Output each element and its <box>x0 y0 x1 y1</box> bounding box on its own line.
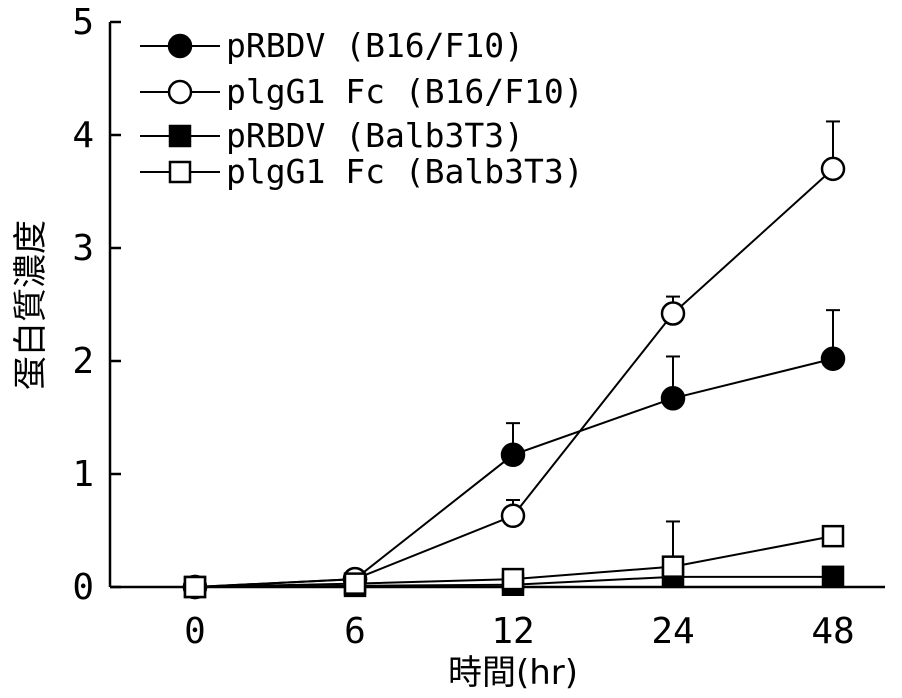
y-tick-label: 0 <box>72 567 94 608</box>
data-point <box>821 524 845 548</box>
x-tick-label: 12 <box>491 611 534 652</box>
data-point <box>661 555 685 578</box>
legend-marker <box>168 124 192 148</box>
legend-marker <box>167 33 193 59</box>
legend-item: pRBDV (B16/F10) <box>140 26 524 65</box>
data-point <box>183 575 207 599</box>
data-point <box>660 386 686 411</box>
data-point <box>660 301 686 326</box>
x-tick-label: 0 <box>184 611 206 652</box>
y-axis-title: 蛋白質濃度 <box>11 220 51 390</box>
y-tick-label: 3 <box>72 228 94 269</box>
legend-label: pRBDV (B16/F10) <box>226 26 524 65</box>
data-point <box>500 442 526 468</box>
x-tick-label: 6 <box>344 611 366 652</box>
data-point <box>343 572 367 595</box>
y-tick-label: 4 <box>72 115 94 156</box>
series-4-markers <box>183 524 845 599</box>
y-tick-label: 5 <box>72 2 94 43</box>
series-2-markers <box>182 156 846 600</box>
legend: pRBDV (B16/F10) plgG1 Fc (B16/F10) pRBDV (… <box>140 26 584 191</box>
y-tick-label: 1 <box>72 454 94 495</box>
legend-marker <box>168 160 192 184</box>
legend-item: plgG1 Fc (B16/F10) <box>140 72 584 111</box>
data-point <box>501 567 525 591</box>
series-1-markers <box>182 346 846 600</box>
x-tick-label: 48 <box>811 611 854 652</box>
legend-marker <box>167 79 193 105</box>
x-tick-label: 24 <box>651 611 694 652</box>
data-point <box>820 346 846 371</box>
data-point <box>821 565 845 589</box>
series-layer <box>182 120 846 600</box>
data-point <box>820 156 846 182</box>
series-line <box>194 357 834 588</box>
data-point <box>500 503 526 529</box>
legend-label: plgG1 Fc (Balb3T3) <box>226 152 584 191</box>
x-axis-title: 時間(hr) <box>448 653 578 693</box>
legend-label: plgG1 Fc (B16/F10) <box>226 72 584 111</box>
legend-item: pRBDV (Balb3T3) <box>140 116 524 155</box>
legend-item: plgG1 Fc (Balb3T3) <box>140 152 584 191</box>
legend-label: pRBDV (Balb3T3) <box>226 116 524 155</box>
y-tick-label: 2 <box>72 341 94 382</box>
